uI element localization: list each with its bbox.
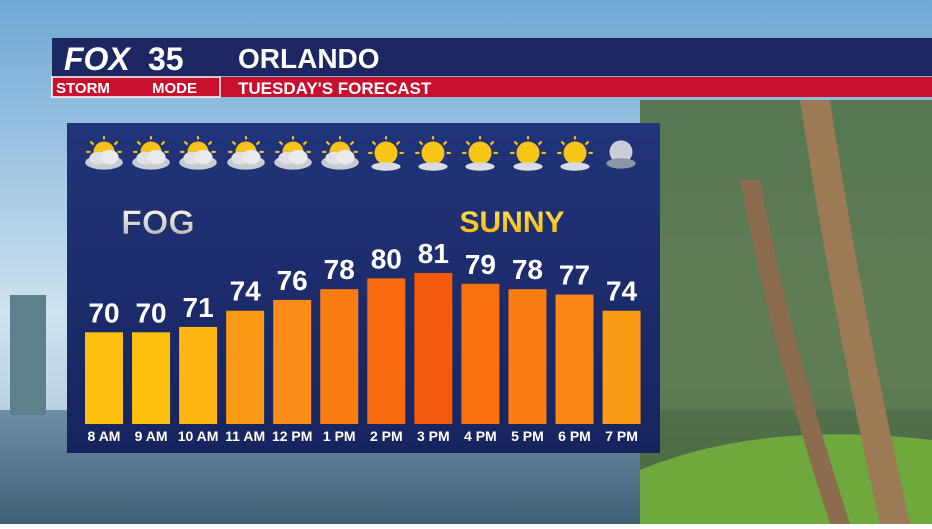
logo-badge-left: STORM [56,80,110,97]
x-tick-label: 9 AM [135,428,168,444]
logo-badge [51,76,221,98]
x-tick-label: 10 AM [178,428,219,444]
value-label: 78 [324,254,355,285]
value-label: 76 [277,265,308,296]
bar [602,310,641,424]
building [10,295,46,415]
trunk [740,180,850,524]
value-label: 74 [606,276,638,307]
bar [85,332,123,424]
bar [461,283,500,424]
bar [367,278,406,424]
bar [179,326,218,424]
value-label: 80 [371,243,402,274]
x-tick-label: 3 PM [417,428,450,444]
value-label: 74 [230,276,262,307]
bar [555,294,594,424]
value-label: 70 [135,297,166,328]
grass [640,434,932,524]
value-label: 71 [183,292,214,323]
value-label: 78 [512,254,543,285]
bar [132,332,171,424]
x-tick-label: 7 PM [605,428,638,444]
trunk [800,100,910,524]
logo-badge-right: MODE [152,80,197,97]
chart-subtitle: TUESDAY'S FORECAST [238,79,432,98]
annotation-sunny: SUNNY [459,206,564,239]
x-tick-label: 5 PM [511,428,544,444]
x-tick-label: 8 AM [88,428,121,444]
x-tick-label: 6 PM [558,428,591,444]
value-label: 77 [559,260,590,291]
bar [273,299,312,424]
bar [320,289,359,424]
logo-brand: FOX [64,41,131,77]
value-label: 81 [418,238,449,269]
x-tick-label: 12 PM [272,428,312,444]
x-tick-label: 2 PM [370,428,403,444]
bar [508,289,547,424]
bar [414,272,453,424]
x-tick-label: 4 PM [464,428,497,444]
x-tick-label: 1 PM [323,428,356,444]
subtitle-bar [60,77,932,97]
value-label: 70 [88,297,119,328]
logo-channel: 35 [148,41,184,77]
bars: 70 8 AM 70 9 AM 71 10 AM 74 11 AM 76 12 PM 78 1 PM 8… [85,238,641,444]
chart-title: ORLANDO [238,43,380,74]
x-tick-label: 11 AM [225,428,265,444]
bar [226,310,265,424]
annotation-fog: FOG [121,204,195,242]
value-label: 79 [465,249,496,280]
